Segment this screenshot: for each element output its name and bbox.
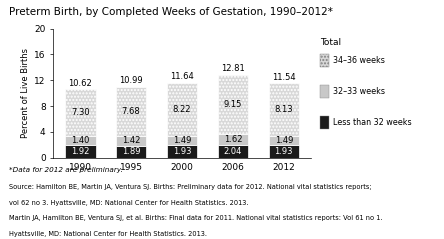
Text: *Data for 2012 are preliminary.: *Data for 2012 are preliminary. — [9, 167, 123, 174]
Text: Source: Hamilton BE, Martin JA, Ventura SJ. Births: Preliminary data for 2012. N: Source: Hamilton BE, Martin JA, Ventura … — [9, 184, 371, 190]
Text: 10.99: 10.99 — [119, 76, 143, 85]
Y-axis label: Percent of Live Births: Percent of Live Births — [21, 48, 30, 138]
Text: 1.93: 1.93 — [274, 147, 293, 156]
Text: 11.54: 11.54 — [272, 73, 296, 82]
Text: 1.93: 1.93 — [173, 147, 191, 156]
Text: 7.30: 7.30 — [71, 108, 90, 117]
Text: Preterm Birth, by Completed Weeks of Gestation, 1990–2012*: Preterm Birth, by Completed Weeks of Ges… — [9, 7, 333, 17]
Bar — [269, 136, 299, 145]
Bar — [167, 83, 197, 136]
Text: Total: Total — [320, 38, 341, 47]
Text: 9.15: 9.15 — [224, 100, 242, 109]
Text: 1.49: 1.49 — [173, 136, 191, 145]
Bar — [269, 145, 299, 158]
Bar — [269, 83, 299, 136]
Text: 1.49: 1.49 — [275, 136, 293, 145]
Bar — [218, 145, 248, 158]
Text: Hyattsville, MD: National Center for Health Statistics. 2013.: Hyattsville, MD: National Center for Hea… — [9, 231, 207, 237]
Text: 7.68: 7.68 — [122, 107, 140, 116]
Text: 34–36 weeks: 34–36 weeks — [333, 56, 385, 65]
Bar — [65, 145, 95, 158]
Text: 8.22: 8.22 — [173, 105, 191, 114]
Text: 11.64: 11.64 — [170, 72, 194, 81]
Bar — [218, 75, 248, 134]
Bar — [65, 89, 95, 136]
Text: Less than 32 weeks: Less than 32 weeks — [333, 118, 412, 127]
Bar — [218, 134, 248, 145]
Text: 1.62: 1.62 — [224, 135, 242, 144]
Text: 32–33 weeks: 32–33 weeks — [333, 87, 385, 96]
Text: vol 62 no 3. Hyattsville, MD: National Center for Health Statistics. 2013.: vol 62 no 3. Hyattsville, MD: National C… — [9, 200, 248, 206]
Bar — [65, 136, 95, 145]
Bar — [167, 136, 197, 145]
Text: 1.40: 1.40 — [71, 136, 89, 145]
Bar — [116, 146, 147, 158]
Bar — [116, 87, 147, 136]
Text: 2.04: 2.04 — [224, 147, 242, 156]
Text: 10.62: 10.62 — [68, 79, 92, 88]
Bar — [116, 136, 147, 146]
Text: 1.92: 1.92 — [71, 147, 89, 156]
Bar — [167, 145, 197, 158]
Text: Martin JA, Hamilton BE, Ventura SJ, et al. Births: Final data for 2011. National: Martin JA, Hamilton BE, Ventura SJ, et a… — [9, 215, 382, 221]
Text: 8.13: 8.13 — [274, 105, 293, 114]
Text: 12.81: 12.81 — [221, 65, 245, 73]
Text: 1.42: 1.42 — [122, 136, 140, 146]
Text: 1.89: 1.89 — [122, 147, 140, 156]
